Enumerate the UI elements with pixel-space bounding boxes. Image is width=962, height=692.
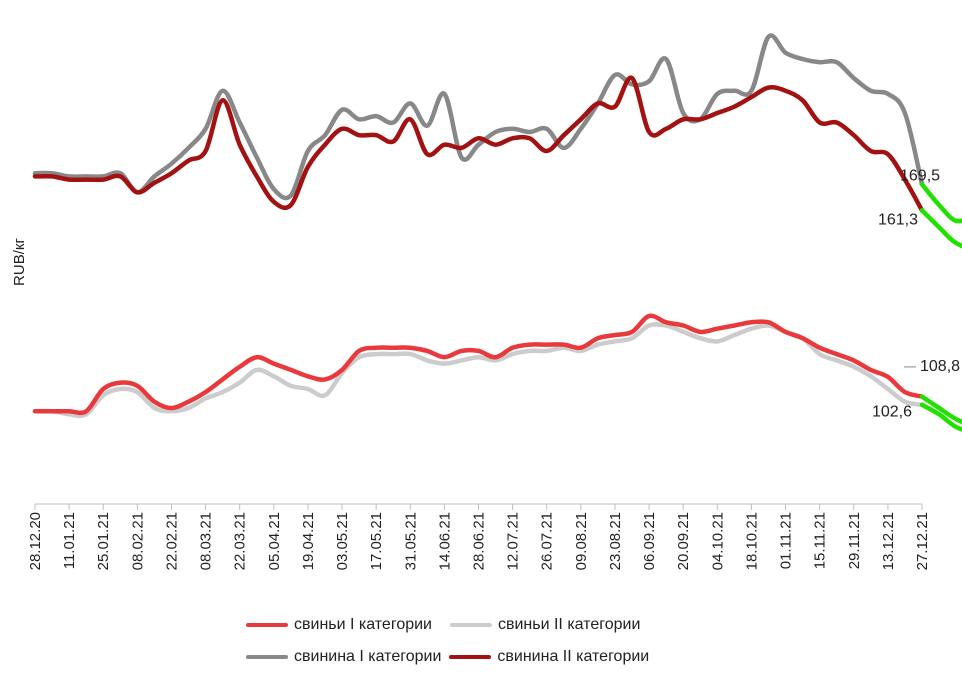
x-tick-label: 22.03.21 (232, 512, 249, 570)
x-tick-label: 29.11.21 (846, 512, 863, 569)
x-tick-label: 25.01.21 (95, 512, 112, 570)
legend-label-pork-cat1: свинина I категории (294, 648, 442, 665)
x-tick-label: 20.09.21 (675, 512, 692, 570)
forecast-line-0 (919, 182, 962, 224)
x-tick-label: 01.11.21 (778, 512, 795, 569)
legend-label-pigs-cat1: свиньи I категории (294, 616, 432, 633)
x-tick-label: 17.05.21 (368, 512, 385, 570)
x-tick-label: 04.10.21 (709, 512, 726, 570)
x-tick-label: 06.09.21 (641, 512, 658, 570)
legend-item-pork-cat2: свинина II категории (449, 648, 649, 666)
legend-item-pigs-cat2: свиньи II категории (449, 616, 641, 634)
series-line-pigs-cat1 (32, 313, 925, 416)
forecast-line-1 (919, 208, 962, 249)
forecast-group (919, 182, 962, 432)
x-tick-label: 23.08.21 (607, 512, 624, 570)
legend-swatch-pork-cat2 (449, 655, 492, 659)
x-tick-label: 08.03.21 (198, 512, 215, 570)
forecast-line-2 (919, 394, 962, 425)
x-tick-label: 31.05.21 (402, 512, 419, 570)
legend-row-2: свинина I категории свинина II категории (246, 648, 667, 666)
x-tick-label: 27.12.21 (914, 512, 931, 570)
data-label: 102,6 (872, 404, 912, 421)
x-tick-label: 28.12.20 (27, 512, 44, 570)
x-tick-label: 19.04.21 (300, 512, 317, 570)
legend-item-pork-cat1: свинина I категории (246, 648, 441, 666)
series-line-pigs-cat2 (32, 322, 925, 419)
legend-label-pigs-cat2: свиньи II категории (497, 616, 641, 633)
data-label: 108,8 (920, 358, 960, 375)
series-group (32, 33, 925, 419)
x-tick-label: 11.01.21 (61, 512, 78, 569)
data-labels: 169,5169,4161,3161,4108,894,2102,688,9 (872, 167, 960, 421)
y-axis-label: RUB/кг (11, 238, 28, 286)
legend-swatch-pork-cat1 (246, 655, 288, 659)
x-tick-label: 03.05.21 (334, 512, 351, 570)
x-tick-label: 22.02.21 (163, 512, 180, 570)
x-tick-label: 09.08.21 (573, 512, 590, 570)
legend-swatch-pigs-cat1 (246, 623, 288, 627)
legend-swatch-pigs-cat2 (449, 623, 492, 627)
x-tick-label: 05.04.21 (266, 512, 283, 570)
line-chart: 28.12.20 11.01.21 25.01.21 08.02.21 22.02.21… (11, 33, 962, 570)
x-tick-label: 26.07.21 (539, 512, 556, 570)
x-tick-label: 08.02.21 (129, 512, 146, 570)
legend-label-pork-cat2: свинина II категории (497, 648, 650, 665)
series-line-pork-cat2 (32, 75, 925, 213)
x-axis: 28.12.20 11.01.21 25.01.21 08.02.21 22.02.21… (27, 503, 931, 570)
x-tick-label: 18.10.21 (743, 512, 760, 570)
forecast-line-3 (919, 402, 962, 432)
data-label: 169,5 (900, 167, 940, 184)
x-tick-label: 13.12.21 (880, 512, 897, 570)
x-tick-label: 14.06.21 (436, 512, 453, 570)
x-tick-label: 12.07.21 (505, 512, 522, 570)
data-label: 161,3 (878, 211, 918, 228)
series-line-pork-cat1 (32, 33, 925, 201)
legend-item-pigs-cat1: свиньи I категории (246, 616, 432, 634)
x-tick-label: 28.06.21 (471, 512, 488, 570)
legend-row-1: свиньи I категории свиньи II категории (246, 616, 658, 634)
x-tick-label: 15.11.21 (812, 512, 829, 569)
